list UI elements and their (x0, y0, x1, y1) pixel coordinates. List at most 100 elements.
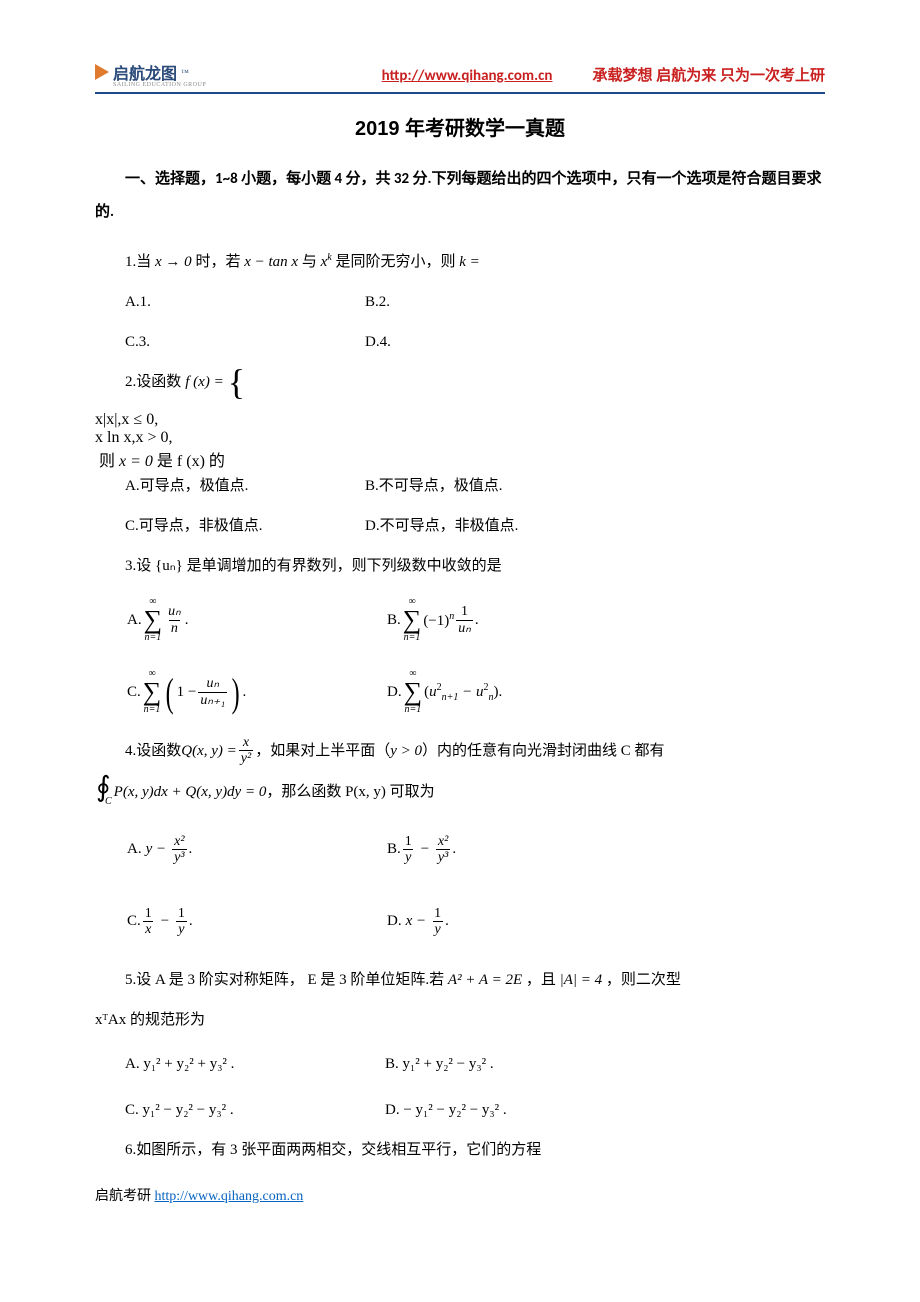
logo-tm: ™ (181, 68, 189, 77)
footer: 启航考研 http://www.qihang.com.cn (95, 1185, 825, 1205)
q5-tail: ，则二次型 (602, 972, 681, 988)
q4-D: D. x − 1y. (387, 893, 647, 951)
q4-C-n2: 1 (176, 906, 187, 921)
q4-mid2: ）内的任意有向光滑封闭曲线 C 都有 (422, 736, 665, 766)
q3-B-num: 1 (459, 604, 470, 619)
q5-eq1: A² + A = 2E (448, 972, 522, 988)
q2-C: C.可导点，非极值点. (125, 511, 365, 541)
q3-A-label: A. (127, 612, 142, 629)
q3-opts-row2: C. ∞∑n=1 ( 1 − uₙuₙ₊₁ ). D. ∞∑n=1 (u2n+1… (95, 663, 825, 721)
q2-opts-row1: A.可导点，极值点. B.不可导点，极值点. (95, 471, 825, 501)
q4-B-d1: y (403, 849, 413, 865)
sum-bot4: n=1 (404, 705, 421, 715)
q4-B-d2: y³ (436, 849, 450, 865)
q4-pre: 4.设函数 (125, 736, 181, 766)
q4-Qn: x (241, 735, 251, 750)
q2-piecewise: { (228, 368, 245, 397)
q3-A-num: uₙ (166, 604, 183, 619)
q1-kvar: k = (459, 254, 480, 270)
q2-D: D.不可导点，非极值点. (365, 511, 625, 541)
q4-B-n1: 1 (403, 834, 414, 849)
q1-stem: 1.当 x → 0 时，若 x − tan x 与 xk 是同阶无穷小，则 k … (95, 247, 825, 277)
q4-D-d: y (433, 921, 443, 937)
q3-A-den: n (169, 620, 180, 636)
sum-bot2: n=1 (404, 633, 421, 643)
q1-mid: 时，若 (192, 254, 245, 270)
sum-icon: ∞∑n=1 (404, 669, 423, 715)
q2-f: f (x) = (185, 367, 223, 397)
intro-label: 一、选择题， (125, 170, 215, 188)
q1-D: D.4. (365, 327, 625, 357)
q3-B-label: B. (387, 612, 401, 629)
q1-B: B.2. (365, 287, 625, 317)
q4-D-label: D. (387, 913, 402, 930)
q1-tail: 是同阶无穷小，则 (332, 254, 460, 270)
q3-B-sign: (−1) (423, 613, 449, 629)
sum-icon: ∞∑n=1 (144, 597, 163, 643)
q4-D-n: 1 (432, 906, 443, 921)
q4-A-n: x² (172, 834, 186, 849)
q1-pre: 1.当 (125, 254, 155, 270)
sum-bot: n=1 (144, 633, 161, 643)
q4-Qd: y² (239, 750, 253, 766)
q4-B-label: B. (387, 841, 401, 858)
q3-opts-row1: A. ∞∑n=1 uₙn. B. ∞∑n=1 (−1)n 1uₙ. (95, 591, 825, 649)
logo-triangle-icon (95, 64, 109, 80)
q5-A: A. y₁² + y₂² + y₃² . (125, 1049, 385, 1079)
logo: 启航龙图 ™ (95, 60, 206, 84)
sum-icon: ∞∑n=1 (143, 669, 162, 715)
logo-subtitle: SAILING EDUCATION GROUP (113, 82, 206, 88)
intro-mid2: 分，共 (342, 170, 394, 188)
q4-A: A. y − x²y³. (127, 821, 387, 879)
q2-tail: 是 f (x) 的 (157, 453, 225, 470)
q3-D-r: u (476, 684, 484, 700)
sum-icon: ∞∑n=1 (403, 597, 422, 643)
q3-C-den: uₙ₊₁ (198, 692, 227, 708)
q3-D-l: u (429, 684, 437, 700)
q4-A-d: y³ (172, 849, 186, 865)
intro-range: 1~8 (215, 170, 238, 188)
q3-D-label: D. (387, 684, 402, 701)
q4-D-t1: x − (406, 913, 427, 930)
q5-opts-row2: C. y₁² − y₂² − y₃² . D. − y₁² − y₂² − y₃… (95, 1095, 825, 1125)
q3-B-exp: n (449, 611, 454, 622)
q3-D-ls: n+1 (442, 692, 459, 703)
q4-line2: ∮C P(x, y)dx + Q(x, y)dy = 0 ，那么函数 P(x, … (95, 777, 825, 807)
oint-icon: ∮C (95, 778, 112, 805)
logo-block: 启航龙图 ™ SAILING EDUCATION GROUP (95, 60, 206, 88)
q2-mid: 则 (99, 453, 119, 470)
footer-link[interactable]: http://www.qihang.com.cn (155, 1189, 304, 1204)
q4-C-n1: 1 (143, 906, 154, 921)
q3-D: D. ∞∑n=1 (u2n+1 − u2n). (387, 663, 647, 721)
header-right: http://www.qihang.com.cn 承载梦想 启航为来 只为一次考… (382, 64, 825, 85)
q2-r2a: x ln x, (95, 429, 135, 446)
intro-mid1: 小题，每小题 (238, 170, 335, 188)
q2-B: B.不可导点，极值点. (365, 471, 625, 501)
header-url[interactable]: http://www.qihang.com.cn (382, 67, 553, 85)
q1-mid2: 与 (298, 254, 321, 270)
q1-C: C.3. (125, 327, 365, 357)
q2-r2b: x > 0, (135, 429, 172, 446)
section-intro: 一、选择题，1~8 小题，每小题 4 分，共 32 分.下列每题给出的四个选项中… (95, 163, 825, 229)
q3-A: A. ∞∑n=1 uₙn. (127, 591, 387, 649)
q3-C-label: C. (127, 684, 141, 701)
page-title: 2019 年考研数学一真题 (95, 112, 825, 141)
q2-opts-row2: C.可导点，非极值点. D.不可导点，非极值点. (95, 511, 825, 541)
q3-B-den: uₙ (456, 620, 473, 636)
q4-opts-row1: A. y − x²y³. B. 1y − x²y³. (95, 821, 825, 879)
q4-A-t1: y − (146, 841, 167, 858)
q4-mid: ，如果对上半平面（ (255, 736, 390, 766)
q5-C: C. y₁² − y₂² − y₃² . (125, 1095, 385, 1125)
q4-C-label: C. (127, 913, 141, 930)
q5-line2: xᵀAx 的规范形为 (95, 1005, 825, 1035)
q4-Q: Q(x, y) = (181, 736, 237, 766)
q5-B: B. y₁² + y₂² − y₃² . (385, 1049, 645, 1079)
intro-total: 32 (394, 170, 409, 188)
q6-stem: 6.如图所示，有 3 张平面两两相交，交线相互平行，它们的方程 (95, 1135, 825, 1165)
q3-stem: 3.设 {uₙ} 是单调增加的有界数列，则下列级数中收敛的是 (95, 551, 825, 581)
intro-pts: 4 (335, 170, 343, 188)
q1-A: A.1. (125, 287, 365, 317)
oint-sub: C (105, 798, 112, 805)
q5-mid: ，且 (522, 972, 560, 988)
q4-C-d1: x (143, 921, 153, 937)
